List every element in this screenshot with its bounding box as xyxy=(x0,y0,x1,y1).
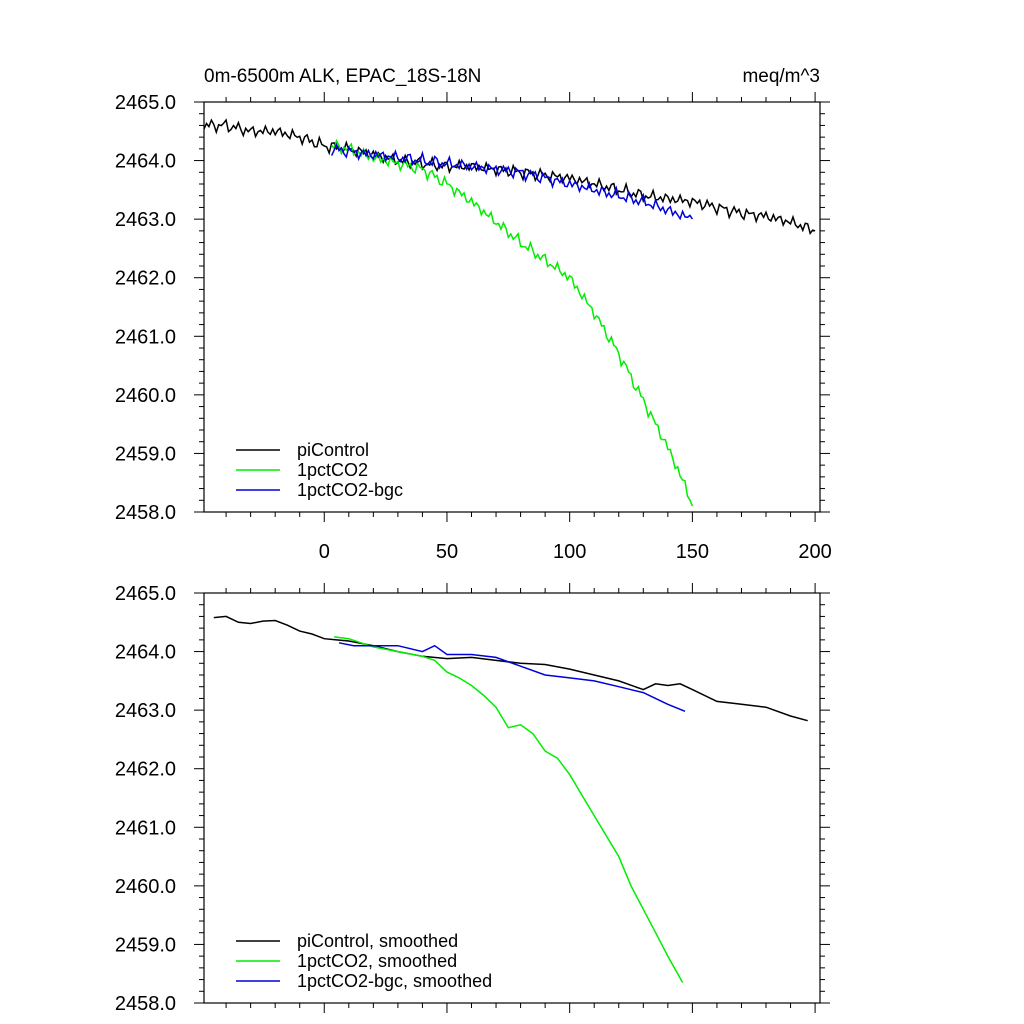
y-tick-label: 2458.0 xyxy=(115,993,176,1015)
series-line-piControl xyxy=(213,615,808,722)
series-line-1pctCO2-bgc xyxy=(338,642,686,712)
y-tick-label: 2463.0 xyxy=(115,700,176,722)
series-line-1pctCO2-bgc xyxy=(330,142,694,221)
y-tick-label: 2461.0 xyxy=(115,817,176,839)
x-tick-label: 150 xyxy=(676,541,709,563)
x-tick-label: 50 xyxy=(436,541,458,563)
x-tick-label: 0 xyxy=(319,541,330,563)
legend-label-1pctCO2-bgc: 1pctCO2-bgc xyxy=(297,480,403,500)
y-tick-label: 2464.0 xyxy=(115,151,176,173)
y-tick-label: 2464.0 xyxy=(115,642,176,664)
y-tick-label: 2463.0 xyxy=(115,209,176,231)
y-tick-label: 2462.0 xyxy=(115,759,176,781)
legend-label-piControl: piControl xyxy=(297,440,369,460)
units-label: meq/m^3 xyxy=(742,66,820,87)
panel-top: 0 50 100 150 200 2458.0 2459.0 2460.0 2461.0 2462… xyxy=(115,92,832,563)
legend-label-1pctCO2: 1pctCO2 xyxy=(297,460,368,480)
y-tick-label: 2460.0 xyxy=(115,876,176,898)
series-line-1pctCO2 xyxy=(334,636,684,983)
y-tick-label: 2458.0 xyxy=(115,502,176,524)
plot-frame xyxy=(203,592,821,1004)
legend-label-1pctCO2-bgc: 1pctCO2-bgc, smoothed xyxy=(297,971,492,991)
panel-bottom: 2458.0 2459.0 2460.0 2461.0 2462.0 2463.0 2464… xyxy=(115,583,830,1015)
series-line-piControl xyxy=(204,118,816,236)
y-tick-label: 2459.0 xyxy=(115,443,176,465)
y-tick-label: 2461.0 xyxy=(115,326,176,348)
x-tick-label: 100 xyxy=(553,541,586,563)
x-tick-label: 200 xyxy=(798,541,831,563)
y-tick-label: 2459.0 xyxy=(115,934,176,956)
series-line-1pctCO2 xyxy=(331,138,694,507)
y-tick-label: 2460.0 xyxy=(115,385,176,407)
legend-label-1pctCO2: 1pctCO2, smoothed xyxy=(297,951,457,971)
y-tick-label: 2465.0 xyxy=(115,583,176,605)
legend-label-piControl: piControl, smoothed xyxy=(297,931,458,951)
y-tick-label: 2465.0 xyxy=(115,92,176,114)
plot-frame xyxy=(203,101,821,513)
y-tick-label: 2462.0 xyxy=(115,268,176,290)
chart-title: 0m-6500m ALK, EPAC_18S-18N xyxy=(204,66,481,87)
